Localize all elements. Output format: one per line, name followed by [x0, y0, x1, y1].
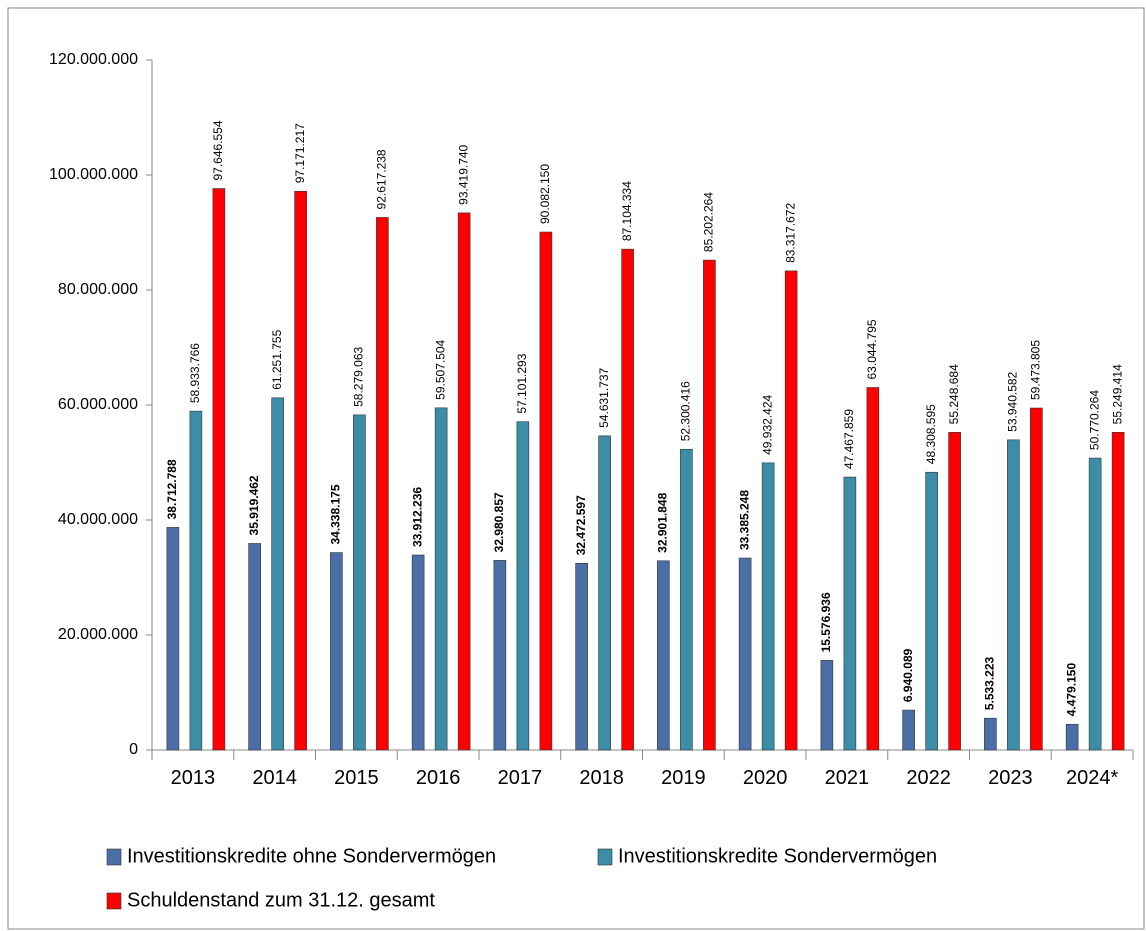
value-label: 92.617.238: [375, 149, 389, 209]
value-label: 83.317.672: [783, 203, 797, 263]
bar: [657, 560, 670, 751]
bar: [866, 387, 880, 751]
value-label: 49.932.424: [760, 395, 774, 455]
legend-swatch: [106, 892, 122, 910]
x-tick-label: 2015: [334, 767, 379, 789]
bar: [189, 410, 203, 751]
y-tick-label: 60.000.000: [58, 396, 138, 413]
bar: [1007, 439, 1020, 751]
bar: [1065, 723, 1079, 751]
value-label: 6.940.089: [901, 648, 915, 702]
bar: [902, 709, 915, 751]
bar: [294, 190, 307, 751]
value-label: 58.279.063: [352, 347, 366, 407]
bar: [1030, 407, 1043, 751]
value-label: 32.901.848: [656, 492, 670, 552]
value-label: 55.248.684: [947, 364, 961, 424]
x-tick-label: 2019: [661, 767, 706, 789]
legend-label: Investitionskredite Sondervermögen: [618, 845, 937, 867]
legend-swatch: [597, 848, 613, 866]
value-label: 33.385.248: [737, 490, 751, 550]
value-label: 53.940.582: [1006, 371, 1020, 431]
y-tick-label: 80.000.000: [58, 281, 138, 298]
legend-label: Schuldenstand zum 31.12. gesamt: [127, 889, 435, 911]
y-tick-label: 100.000.000: [49, 166, 138, 183]
bar: [598, 435, 611, 751]
value-label: 61.251.755: [270, 329, 284, 389]
bar: [248, 543, 261, 751]
value-label: 85.202.264: [702, 192, 716, 252]
bar: [516, 421, 530, 751]
x-tick-label: 2022: [906, 767, 951, 789]
bar: [984, 717, 997, 751]
value-label: 55.249.414: [1110, 364, 1124, 424]
bar: [353, 414, 366, 751]
bar: [784, 270, 798, 751]
bar: [539, 231, 553, 751]
value-label: 59.473.805: [1029, 340, 1043, 400]
value-label: 87.104.334: [620, 181, 634, 241]
value-label: 54.631.737: [597, 367, 611, 427]
bar: [621, 248, 634, 751]
bar: [703, 259, 716, 751]
y-tick-label: 40.000.000: [58, 511, 138, 528]
value-label: 52.300.416: [679, 381, 693, 441]
bar: [843, 476, 857, 751]
value-label: 32.472.597: [574, 495, 588, 555]
value-label: 48.308.595: [924, 404, 938, 464]
bar: [948, 432, 961, 751]
value-label: 5.533.223: [983, 656, 997, 710]
bar: [212, 188, 226, 751]
bar: [271, 397, 284, 751]
value-label: 57.101.293: [515, 353, 529, 413]
value-label: 97.171.217: [293, 123, 307, 183]
value-label: 97.646.554: [211, 120, 225, 180]
x-tick-label: 2018: [579, 767, 624, 789]
y-tick-label: 0: [129, 741, 138, 758]
bar: [925, 471, 938, 751]
x-tick-label: 2021: [825, 767, 870, 789]
value-label: 15.576.936: [819, 592, 833, 652]
value-label: 63.044.795: [865, 319, 879, 379]
bar: [761, 462, 775, 751]
value-label: 35.919.462: [247, 475, 261, 535]
legend-swatch: [106, 848, 122, 866]
bar: [411, 554, 425, 751]
bar: [493, 560, 507, 751]
bar: [1088, 457, 1102, 751]
value-label: 59.507.504: [433, 339, 447, 399]
bar: [434, 407, 448, 751]
x-tick-label: 2013: [171, 767, 216, 789]
x-tick-label: 2023: [988, 767, 1033, 789]
value-label: 58.933.766: [188, 343, 202, 403]
value-label: 4.479.150: [1064, 663, 1078, 717]
bar: [575, 562, 588, 751]
value-label: 50.770.264: [1087, 390, 1101, 450]
bar: [457, 212, 471, 751]
legend-label: Investitionskredite ohne Sondervermögen: [127, 845, 496, 867]
bar: [820, 660, 834, 751]
bar: [166, 527, 180, 751]
bar: [1111, 432, 1125, 751]
bar: [330, 552, 343, 751]
x-tick-label: 2024*: [1066, 767, 1118, 789]
value-label: 93.419.740: [456, 144, 470, 204]
value-label: 38.712.788: [165, 459, 179, 519]
y-tick-label: 120.000.000: [49, 51, 138, 68]
x-tick-label: 2020: [743, 767, 788, 789]
x-tick-label: 2017: [498, 767, 543, 789]
x-tick-label: 2014: [252, 767, 297, 789]
value-label: 34.338.175: [329, 484, 343, 544]
value-label: 90.082.150: [538, 164, 552, 224]
bar: [376, 217, 389, 751]
y-tick-label: 20.000.000: [58, 626, 138, 643]
value-label: 47.467.859: [842, 409, 856, 469]
value-label: 33.912.236: [410, 487, 424, 547]
value-label: 32.980.857: [492, 492, 506, 552]
bar: [738, 557, 752, 751]
x-tick-label: 2016: [416, 767, 461, 789]
bar: [680, 448, 693, 751]
